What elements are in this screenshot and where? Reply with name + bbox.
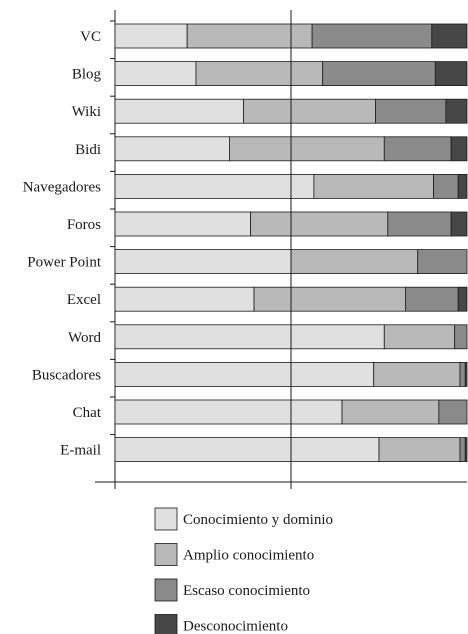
bar-segment-chat-conocimiento-y-dominio xyxy=(114,399,343,425)
bar-segment-word-escaso-conocimiento xyxy=(454,324,468,350)
legend-swatch-amplio-conocimiento xyxy=(154,543,178,566)
category-label-blog: Blog xyxy=(72,67,102,83)
bar-segment-e-mail-amplio-conocimiento xyxy=(378,437,461,463)
category-label-word: Word xyxy=(68,330,101,346)
bar-segment-vc-conocimiento-y-dominio xyxy=(114,23,188,49)
category-label-bidi: Bidi xyxy=(75,142,101,158)
bar-segment-bidi-amplio-conocimiento xyxy=(228,136,385,162)
bar-segment-e-mail-escaso-conocimiento xyxy=(459,437,466,463)
bar-segment-wiki-amplio-conocimiento xyxy=(243,98,376,124)
legend-label-desconocimiento: Desconocimiento xyxy=(183,619,288,634)
bar-segment-buscadores-amplio-conocimiento xyxy=(373,361,461,387)
bar-segment-blog-amplio-conocimiento xyxy=(195,61,324,86)
legend-swatch-conocimiento-y-dominio xyxy=(154,507,178,531)
bar-segment-wiki-escaso-conocimiento xyxy=(375,98,447,124)
legend-label-amplio-conocimiento: Amplio conocimiento xyxy=(183,548,314,564)
bar-segment-buscadores-escaso-conocimiento xyxy=(459,361,466,387)
bar-segment-wiki-desconocimiento xyxy=(445,98,468,124)
bar-segment-power-point-escaso-conocimiento xyxy=(417,249,468,275)
bar-segment-vc-amplio-conocimiento xyxy=(186,23,313,49)
bar-segment-excel-conocimiento-y-dominio xyxy=(114,286,255,312)
category-label-wiki: Wiki xyxy=(72,104,101,120)
bar-segment-word-amplio-conocimiento xyxy=(383,324,456,350)
legend-label-conocimiento-y-dominio: Conocimiento y dominio xyxy=(183,512,333,528)
bar-segment-foros-desconocimiento xyxy=(450,211,468,237)
bar-segment-word-conocimiento-y-dominio xyxy=(114,324,385,350)
bar-segment-navegadores-conocimiento-y-dominio xyxy=(114,173,315,199)
bar-segment-chat-amplio-conocimiento xyxy=(341,399,440,425)
bar-segment-navegadores-desconocimiento xyxy=(457,173,468,199)
bar-segment-bidi-escaso-conocimiento xyxy=(383,136,452,162)
bar-segment-blog-desconocimiento xyxy=(434,61,468,86)
bar-segment-foros-amplio-conocimiento xyxy=(250,211,389,237)
bar-segment-blog-escaso-conocimiento xyxy=(322,61,436,86)
category-label-power-point: Power Point xyxy=(27,255,102,271)
category-label-vc: VC xyxy=(80,29,101,45)
category-label-e-mail: E-mail xyxy=(60,443,101,459)
category-label-foros: Foros xyxy=(67,217,101,233)
bar-segment-foros-conocimiento-y-dominio xyxy=(114,211,251,237)
bar-segment-power-point-conocimiento-y-dominio xyxy=(114,249,292,275)
bar-segment-wiki-conocimiento-y-dominio xyxy=(114,98,244,124)
legend-swatch-desconocimiento xyxy=(154,614,178,634)
bar-segment-bidi-desconocimiento xyxy=(450,136,468,162)
bar-segment-navegadores-amplio-conocimiento xyxy=(313,173,434,199)
bar-segment-excel-escaso-conocimiento xyxy=(404,286,459,312)
category-label-chat: Chat xyxy=(73,405,102,421)
bar-segment-buscadores-conocimiento-y-dominio xyxy=(114,361,375,387)
category-label-excel: Excel xyxy=(67,292,101,308)
category-label-navegadores: Navegadores xyxy=(23,179,101,195)
legend-label-escaso-conocimiento: Escaso conocimiento xyxy=(183,583,310,599)
bar-segment-blog-conocimiento-y-dominio xyxy=(114,61,197,86)
bar-segment-navegadores-escaso-conocimiento xyxy=(433,173,459,199)
bar-segment-e-mail-conocimiento-y-dominio xyxy=(114,437,380,463)
bar-segment-foros-escaso-conocimiento xyxy=(387,211,452,237)
bar-segment-excel-amplio-conocimiento xyxy=(253,286,406,312)
bar-segment-vc-escaso-conocimiento xyxy=(311,23,433,49)
bar-segment-vc-desconocimiento xyxy=(431,23,468,49)
bar-segment-bidi-conocimiento-y-dominio xyxy=(114,136,230,162)
legend-swatch-escaso-conocimiento xyxy=(154,578,178,602)
bar-segment-excel-desconocimiento xyxy=(457,286,468,312)
bar-segment-e-mail-desconocimiento xyxy=(464,437,468,463)
bar-segment-chat-escaso-conocimiento xyxy=(438,399,468,425)
bar-segment-power-point-amplio-conocimiento xyxy=(290,249,419,275)
category-label-buscadores: Buscadores xyxy=(32,367,101,383)
bar-segment-buscadores-desconocimiento xyxy=(464,361,468,387)
